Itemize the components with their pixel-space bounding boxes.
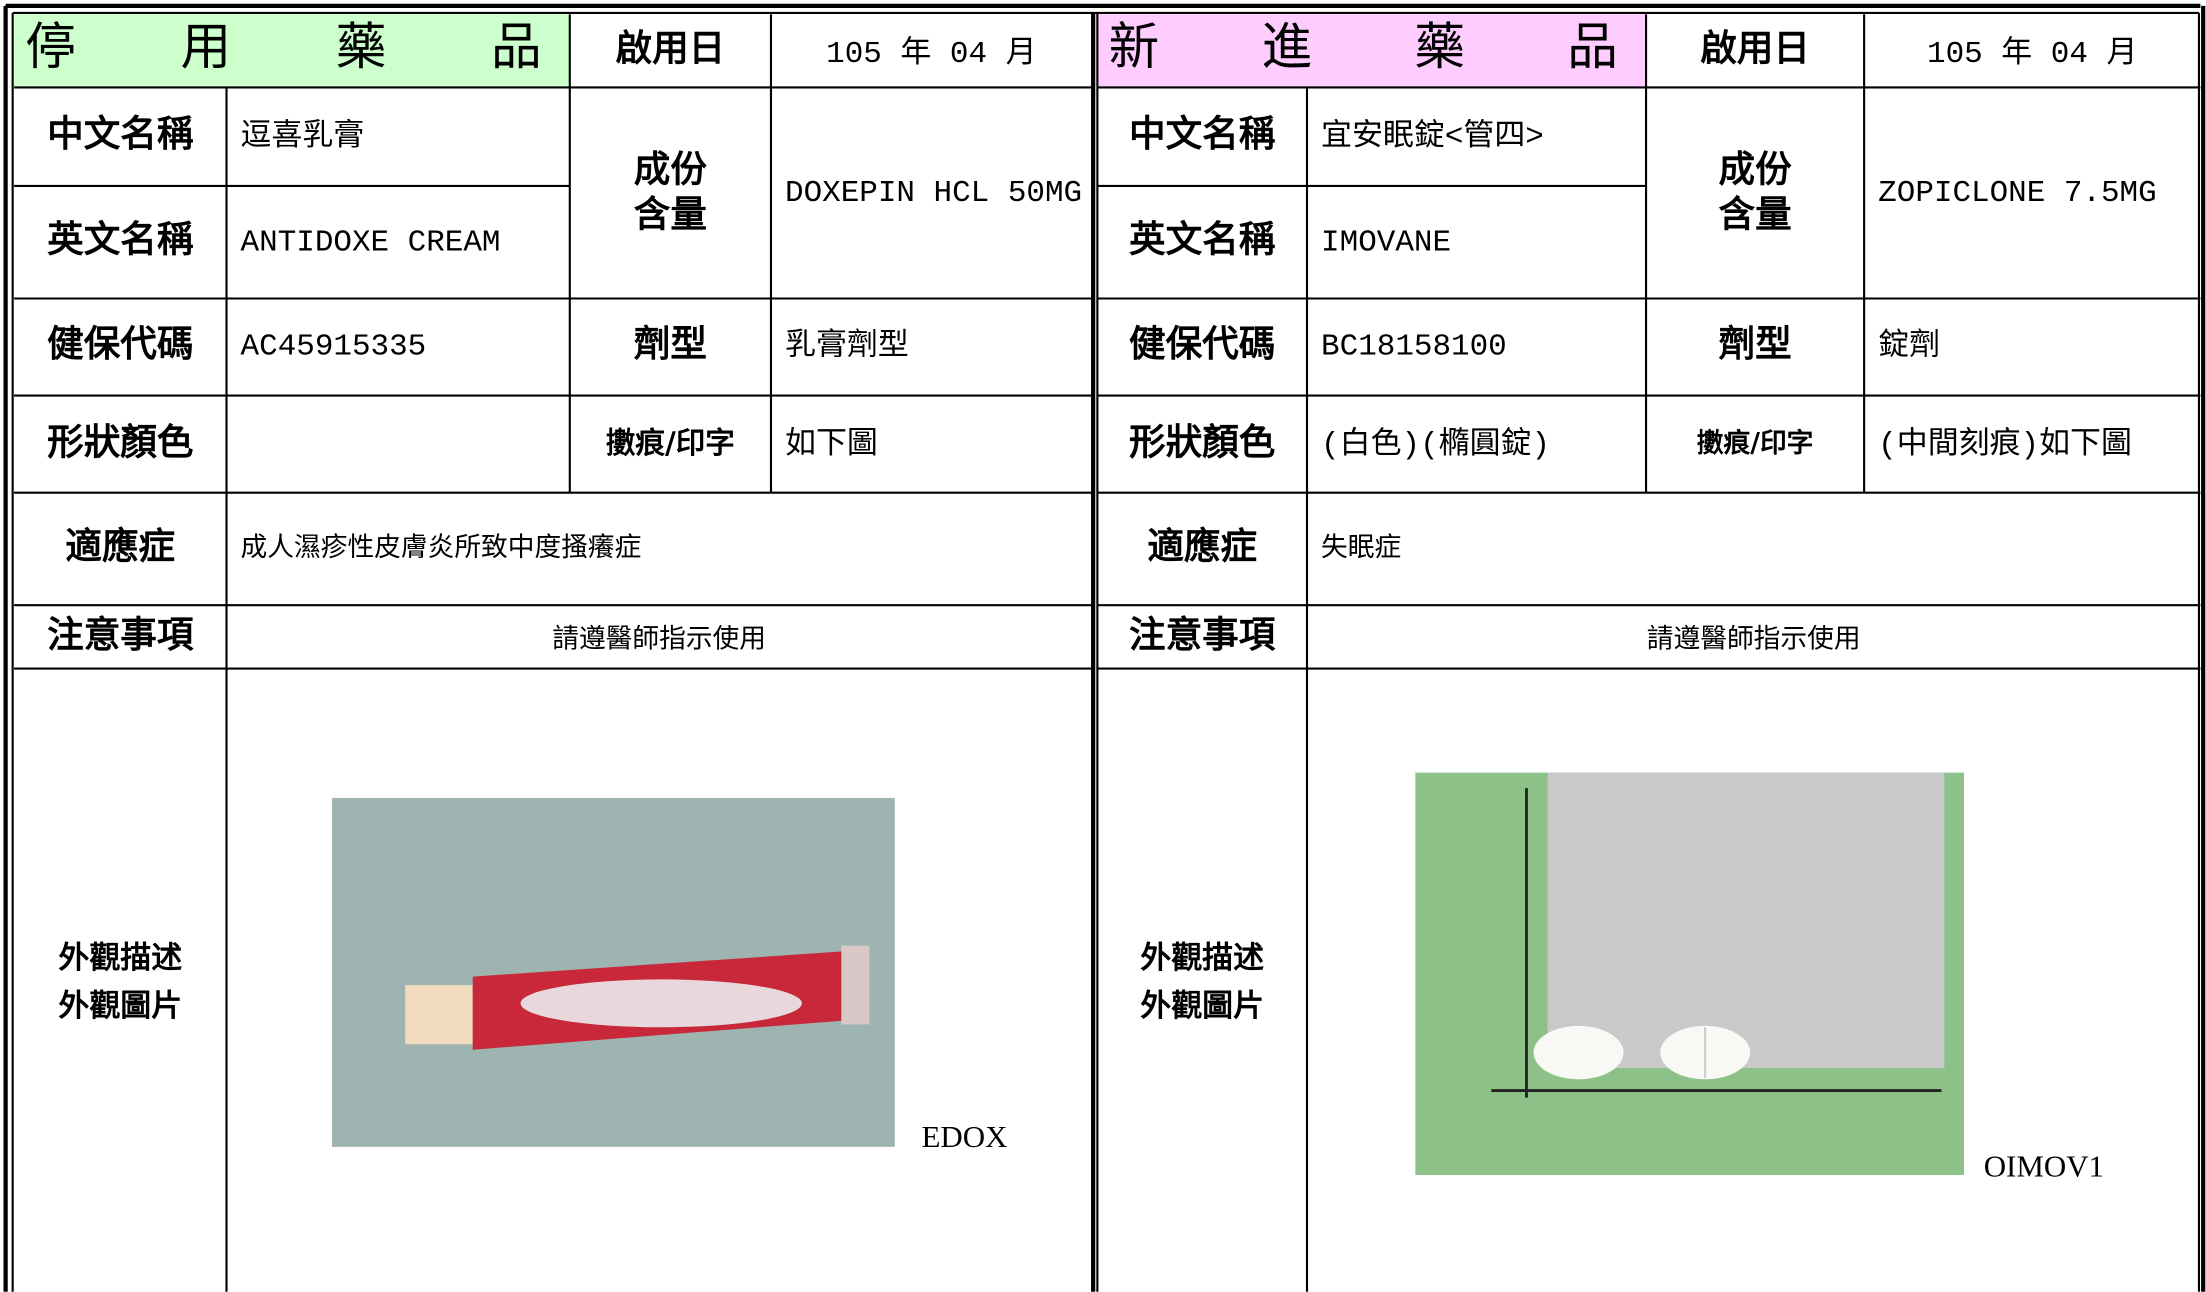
appearance-label: 外觀描述 <box>58 940 182 976</box>
appearance-label: 外觀描述 <box>1140 940 1264 976</box>
en-label: 英文名稱 <box>47 218 194 261</box>
image-caption: EDOX <box>922 1119 1008 1154</box>
code-label: 健保代碼 <box>1129 322 1275 365</box>
en-label: 英文名稱 <box>1129 218 1276 261</box>
indication-label: 適應症 <box>1147 524 1257 567</box>
ingredient-label: 成份 <box>1719 147 1793 190</box>
start-label: 啟用日 <box>616 26 726 69</box>
mark: (中間刻痕)如下圖 <box>1878 426 2132 463</box>
indication-label: 適應症 <box>65 524 175 567</box>
photo-tube <box>332 797 895 1147</box>
notice: 請遵醫師指示使用 <box>1647 623 1861 656</box>
cn-label: 中文名稱 <box>47 112 194 155</box>
code: AC45915335 <box>241 330 427 365</box>
form: 乳膏劑型 <box>785 328 909 365</box>
notice-label: 注意事項 <box>47 613 194 656</box>
form: 錠劑 <box>1878 328 1940 365</box>
mark-label: 擻痕/印字 <box>606 425 735 460</box>
ingredient: DOXEPIN HCL 50MG <box>785 176 1082 211</box>
cn-label: 中文名稱 <box>1129 112 1276 155</box>
en-name: IMOVANE <box>1321 225 1451 260</box>
appearance-label: 外觀圖片 <box>58 988 182 1024</box>
start-label: 啟用日 <box>1700 26 1810 69</box>
shape: (白色)(橢圓錠) <box>1321 426 1550 463</box>
code-label: 健保代碼 <box>47 322 193 365</box>
code: BC18158100 <box>1321 330 1507 365</box>
cn-name: 逗喜乳膏 <box>241 118 365 155</box>
mark-label: 擻痕/印字 <box>1697 427 1814 459</box>
indication: 失眠症 <box>1321 532 1401 565</box>
ingredient-label: 成份 <box>634 147 708 190</box>
shape-label: 形狀顏色 <box>47 420 193 463</box>
start-date: 105 年 04 月 <box>1927 35 2137 72</box>
notice-label: 注意事項 <box>1129 613 1276 656</box>
appearance-label: 外觀圖片 <box>1140 988 1264 1024</box>
indication: 成人濕疹性皮膚炎所致中度搔癢症 <box>241 532 642 565</box>
form-label: 劑型 <box>1719 322 1792 365</box>
ingredient-label: 含量 <box>1719 192 1792 235</box>
ingredient-label: 含量 <box>634 192 707 235</box>
image-caption: OIMOV1 <box>1984 1148 2104 1183</box>
header-bg <box>1097 14 1647 88</box>
cn-name: 宜安眠錠<管四> <box>1321 118 1544 155</box>
form-label: 劑型 <box>634 322 707 365</box>
photo-tablets <box>1415 772 1965 1175</box>
start-date: 105 年 04 月 <box>826 35 1036 72</box>
mark: 如下圖 <box>785 426 878 463</box>
shape-label: 形狀顏色 <box>1129 420 1275 463</box>
ingredient: ZOPICLONE 7.5MG <box>1878 176 2156 211</box>
header-bg <box>14 14 570 88</box>
notice: 請遵醫師指示使用 <box>552 623 766 656</box>
en-name: ANTIDOXE CREAM <box>241 225 501 260</box>
